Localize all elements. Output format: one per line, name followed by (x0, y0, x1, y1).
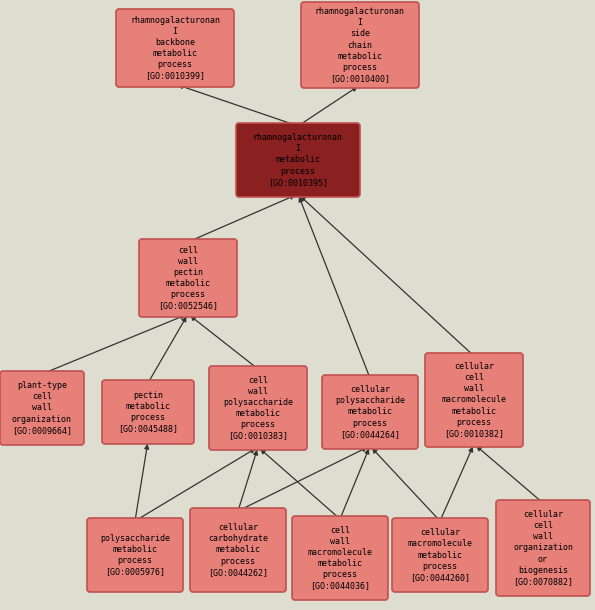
FancyBboxPatch shape (236, 123, 360, 197)
Text: cell
wall
polysaccharide
metabolic
process
[GO:0010383]: cell wall polysaccharide metabolic proce… (223, 376, 293, 440)
FancyBboxPatch shape (292, 516, 388, 600)
FancyBboxPatch shape (425, 353, 523, 447)
FancyBboxPatch shape (139, 239, 237, 317)
Text: cellular
macromolecule
metabolic
process
[GO:0044260]: cellular macromolecule metabolic process… (408, 528, 472, 582)
Text: polysaccharide
metabolic
process
[GO:0005976]: polysaccharide metabolic process [GO:000… (100, 534, 170, 576)
Text: cellular
carbohydrate
metabolic
process
[GO:0044262]: cellular carbohydrate metabolic process … (208, 523, 268, 576)
Text: plant-type
cell
wall
organization
[GO:0009664]: plant-type cell wall organization [GO:00… (12, 381, 72, 435)
FancyBboxPatch shape (116, 9, 234, 87)
FancyBboxPatch shape (87, 518, 183, 592)
Text: cellular
cell
wall
organization
or
biogenesis
[GO:0070882]: cellular cell wall organization or bioge… (513, 510, 573, 586)
FancyBboxPatch shape (209, 366, 307, 450)
FancyBboxPatch shape (301, 2, 419, 88)
Text: pectin
metabolic
process
[GO:0045488]: pectin metabolic process [GO:0045488] (118, 391, 178, 433)
Text: rhamnogalacturonan
I
side
chain
metabolic
process
[GO:0010400]: rhamnogalacturonan I side chain metaboli… (315, 7, 405, 83)
FancyBboxPatch shape (102, 380, 194, 444)
FancyBboxPatch shape (496, 500, 590, 596)
FancyBboxPatch shape (0, 371, 84, 445)
FancyBboxPatch shape (190, 508, 286, 592)
Text: cellular
polysaccharide
metabolic
process
[GO:0044264]: cellular polysaccharide metabolic proces… (335, 386, 405, 439)
Text: rhamnogalacturonan
I
backbone
metabolic
process
[GO:0010399]: rhamnogalacturonan I backbone metabolic … (130, 16, 220, 81)
Text: cell
wall
macromolecule
metabolic
process
[GO:0044036]: cell wall macromolecule metabolic proces… (308, 526, 372, 590)
FancyBboxPatch shape (392, 518, 488, 592)
Text: cellular
cell
wall
macromolecule
metabolic
process
[GO:0010382]: cellular cell wall macromolecule metabol… (441, 362, 506, 438)
Text: cell
wall
pectin
metabolic
process
[GO:0052546]: cell wall pectin metabolic process [GO:0… (158, 246, 218, 310)
FancyBboxPatch shape (322, 375, 418, 449)
Text: rhamnogalacturonan
I
metabolic
process
[GO:0010395]: rhamnogalacturonan I metabolic process [… (253, 134, 343, 187)
